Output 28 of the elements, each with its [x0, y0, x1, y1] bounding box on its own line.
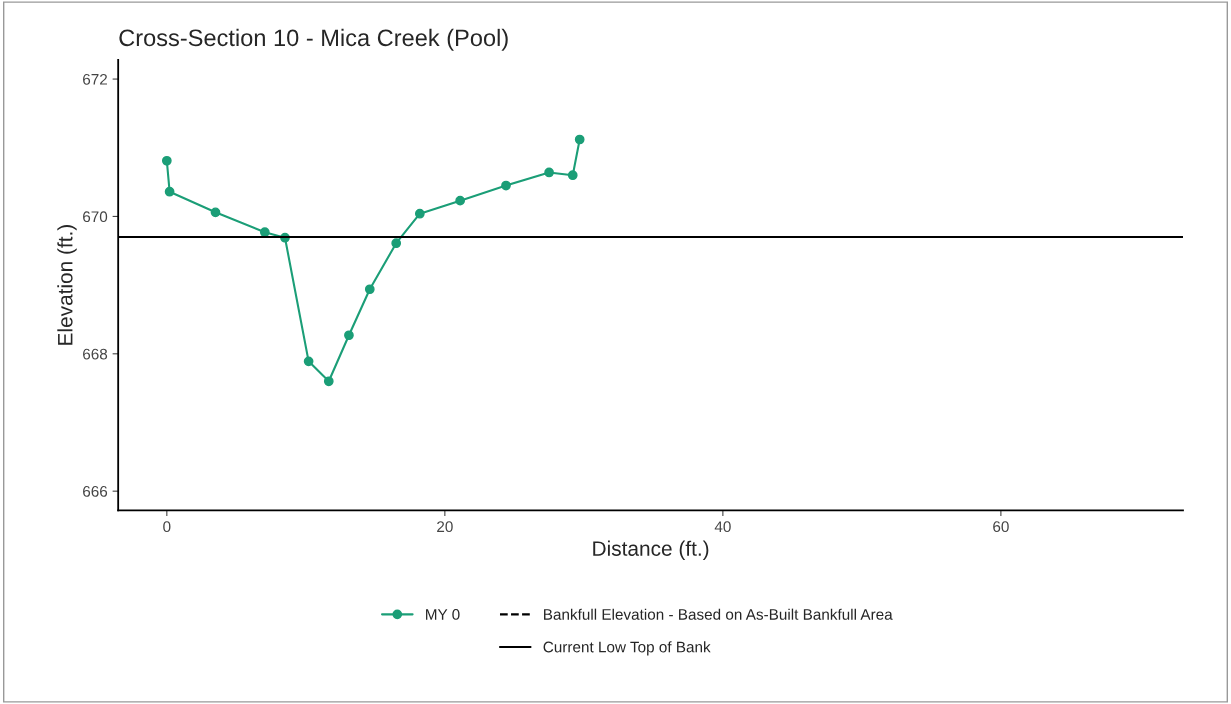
- point: [414, 208, 425, 219]
- y-tick-label: 672: [83, 73, 107, 85]
- x-tick-label: 60: [993, 521, 1009, 533]
- point: [567, 170, 578, 181]
- legend-label: MY 0: [426, 609, 460, 620]
- point: [161, 155, 172, 166]
- point: [364, 284, 375, 295]
- y-tick-label: 666: [83, 486, 108, 497]
- x-tick-label: 0: [163, 521, 171, 533]
- chart-title: Cross-Section 10 - Mica Creek (Pool): [119, 28, 508, 51]
- text: Bankfull Elevation - Based on As-Built Bankfull Area: [544, 608, 893, 620]
- x-axis-title: Distance (ft.): [593, 540, 709, 561]
- point: [574, 134, 585, 145]
- point: [544, 167, 554, 178]
- point: [455, 195, 466, 206]
- x-tick-label: 20: [437, 521, 453, 533]
- point: [323, 376, 334, 387]
- point: [501, 180, 511, 191]
- y-tick-label: 668: [83, 348, 108, 360]
- y-axis-title: Elevation (ft.): [57, 225, 77, 345]
- legend-label: Current Low Top of Bank: [543, 641, 711, 656]
- x-tick-label: 40: [714, 521, 731, 533]
- point: [391, 238, 402, 249]
- point: [210, 207, 221, 218]
- point: [164, 186, 175, 197]
- point: [303, 356, 314, 367]
- point: [344, 330, 354, 341]
- y-tick-label: 670: [83, 211, 108, 223]
